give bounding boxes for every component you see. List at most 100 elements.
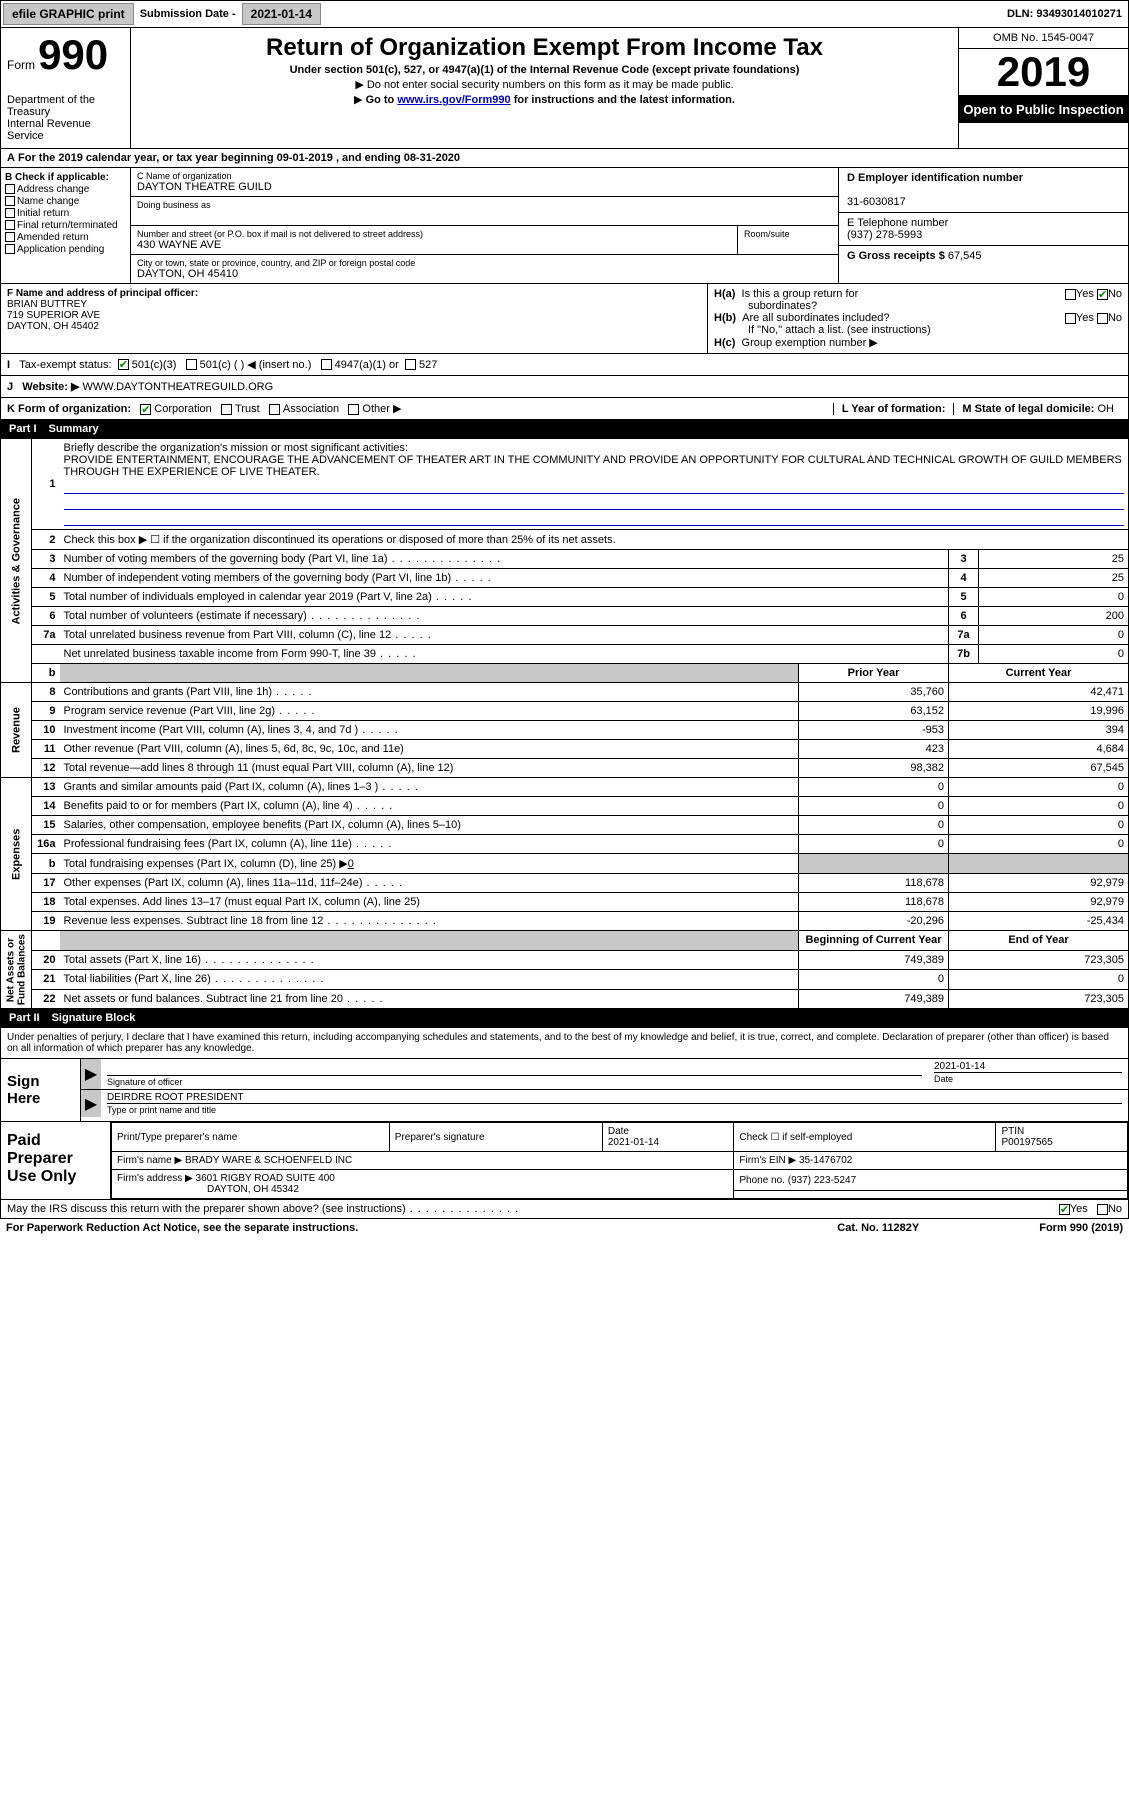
line-3-num: 3	[949, 550, 979, 569]
line-6-val: 200	[979, 607, 1129, 626]
website-row: J Website: ▶ WWW.DAYTONTHEATREGUILD.ORG	[0, 376, 1129, 398]
line-6-text: Total number of volunteers (estimate if …	[64, 610, 421, 622]
line-6-num: 6	[949, 607, 979, 626]
submission-date-button[interactable]: 2021-01-14	[242, 3, 321, 25]
subtitle-2: Do not enter social security numbers on …	[141, 78, 948, 91]
hb-text: Are all subordinates included?	[742, 312, 889, 324]
l-year: L Year of formation:	[833, 403, 954, 415]
open-to-public: Open to Public Inspection	[959, 96, 1128, 123]
box-b: B Check if applicable: Address change Na…	[1, 168, 131, 283]
chk-name-change[interactable]: Name change	[5, 196, 126, 207]
line-7a-text: Total unrelated business revenue from Pa…	[64, 629, 432, 641]
opt-trust: Trust	[235, 403, 260, 415]
chk-initial-return[interactable]: Initial return	[5, 208, 126, 219]
officer-block: F Name and address of principal officer:…	[0, 284, 1129, 354]
form-id-box: Form 990 Department of the Treasury Inte…	[1, 28, 131, 148]
mission-q: Briefly describe the organization's miss…	[64, 442, 408, 454]
ein: 31-6030817	[847, 196, 906, 208]
line-20-text: Total assets (Part X, line 16)	[64, 954, 315, 966]
website-value: WWW.DAYTONTHEATREGUILD.ORG	[83, 381, 274, 393]
line-12-py: 98,382	[799, 759, 949, 778]
line-18-text: Total expenses. Add lines 13–17 (must eq…	[64, 896, 420, 908]
part1-num: Part I	[9, 423, 37, 435]
sign-here-block: Sign Here ▶ Signature of officer 2021-01…	[0, 1059, 1129, 1122]
line-16b: Total fundraising expenses (Part IX, col…	[60, 854, 799, 874]
subtitle-3: Go to www.irs.gov/Form990 for instructio…	[141, 93, 948, 106]
submission-date-label: Submission Date -	[136, 8, 240, 20]
chk-amended[interactable]: Amended return	[5, 232, 126, 243]
chk-assoc[interactable]	[269, 404, 280, 415]
gross-receipts: 67,545	[948, 250, 982, 262]
ha-no[interactable]	[1097, 289, 1108, 300]
entity-mid: C Name of organization DAYTON THEATRE GU…	[131, 168, 838, 283]
chk-527[interactable]	[405, 359, 416, 370]
prep-selfemp[interactable]: Check ☐ if self-employed	[734, 1123, 996, 1152]
entity-right: D Employer identification number 31-6030…	[838, 168, 1128, 283]
line-22-py: 749,389	[799, 989, 949, 1009]
line-21-cy: 0	[949, 970, 1129, 990]
status-label: Tax-exempt status:	[19, 359, 111, 371]
col-current-year: Current Year	[949, 664, 1129, 683]
line-20-cy: 723,305	[949, 950, 1129, 970]
efile-print-button[interactable]: efile GRAPHIC print	[3, 3, 134, 25]
gross-cell: G Gross receipts $ 67,545	[839, 246, 1128, 266]
hb-yes[interactable]	[1065, 313, 1076, 324]
discuss-no[interactable]	[1097, 1204, 1108, 1215]
footer-line: For Paperwork Reduction Act Notice, see …	[0, 1219, 1129, 1237]
line-13-cy: 0	[949, 778, 1129, 797]
tax-year: 2019	[959, 49, 1128, 96]
discuss-question: May the IRS discuss this return with the…	[7, 1203, 519, 1215]
line-4-val: 25	[979, 569, 1129, 588]
instructions-link[interactable]: www.irs.gov/Form990	[397, 94, 510, 106]
paid-preparer-block: Paid Preparer Use Only Print/Type prepar…	[0, 1122, 1129, 1200]
street: 430 WAYNE AVE	[137, 239, 731, 251]
chk-501c[interactable]	[186, 359, 197, 370]
line-11-text: Other revenue (Part VIII, column (A), li…	[64, 743, 404, 755]
line-15-text: Salaries, other compensation, employee b…	[64, 819, 461, 831]
cat-number: Cat. No. 11282Y	[837, 1222, 919, 1234]
line-22-text: Net assets or fund balances. Subtract li…	[64, 993, 384, 1005]
opt-4947: 4947(a)(1) or	[335, 359, 399, 371]
officer-signature-field[interactable]: Signature of officer	[101, 1059, 928, 1089]
firm-ein: Firm's EIN ▶ 35-1476702	[734, 1152, 1128, 1170]
korg-label: K Form of organization:	[7, 403, 131, 415]
line-16a-text: Professional fundraising fees (Part IX, …	[64, 838, 393, 850]
line-3-text: Number of voting members of the governin…	[64, 553, 502, 565]
line-9-py: 63,152	[799, 702, 949, 721]
subtitle-1: Under section 501(c), 527, or 4947(a)(1)…	[141, 64, 948, 76]
h-section: H(a) Is this a group return for Yes No s…	[708, 284, 1128, 353]
line-7b-text: Net unrelated business taxable income fr…	[64, 648, 417, 660]
line-8-cy: 42,471	[949, 683, 1129, 702]
chk-4947[interactable]	[321, 359, 332, 370]
line-10-cy: 394	[949, 721, 1129, 740]
opt-assoc: Association	[283, 403, 339, 415]
header-right: OMB No. 1545-0047 2019 Open to Public In…	[958, 28, 1128, 148]
chk-pending[interactable]: Application pending	[5, 244, 126, 255]
main-title: Return of Organization Exempt From Incom…	[141, 34, 948, 62]
chk-501c3[interactable]	[118, 359, 129, 370]
line-4-num: 4	[949, 569, 979, 588]
chk-corp[interactable]	[140, 404, 151, 415]
chk-final-return[interactable]: Final return/terminated	[5, 220, 126, 231]
line-13-text: Grants and similar amounts paid (Part IX…	[64, 781, 419, 793]
line-16a-cy: 0	[949, 835, 1129, 854]
line-3-val: 25	[979, 550, 1129, 569]
header-title-box: Return of Organization Exempt From Incom…	[131, 28, 958, 148]
korg-row: K Form of organization: Corporation Trus…	[0, 398, 1129, 420]
e-label: E Telephone number	[847, 217, 948, 229]
ha-sub: subordinates?	[714, 300, 1122, 312]
ha-yes[interactable]	[1065, 289, 1076, 300]
line-10-py: -953	[799, 721, 949, 740]
top-bar: efile GRAPHIC print Submission Date - 20…	[0, 0, 1129, 28]
discuss-yes[interactable]	[1059, 1204, 1070, 1215]
mission-text: PROVIDE ENTERTAINMENT, ENCOURAGE THE ADV…	[64, 454, 1122, 478]
line-17-text: Other expenses (Part IX, column (A), lin…	[64, 877, 404, 889]
line-11-py: 423	[799, 740, 949, 759]
form-word: Form	[7, 58, 35, 72]
goto-post: for instructions and the latest informat…	[514, 94, 735, 106]
chk-trust[interactable]	[221, 404, 232, 415]
hb-no[interactable]	[1097, 313, 1108, 324]
chk-address-change[interactable]: Address change	[5, 184, 126, 195]
tab-net-assets: Net Assets or Fund Balances	[1, 931, 32, 1009]
chk-other[interactable]	[348, 404, 359, 415]
